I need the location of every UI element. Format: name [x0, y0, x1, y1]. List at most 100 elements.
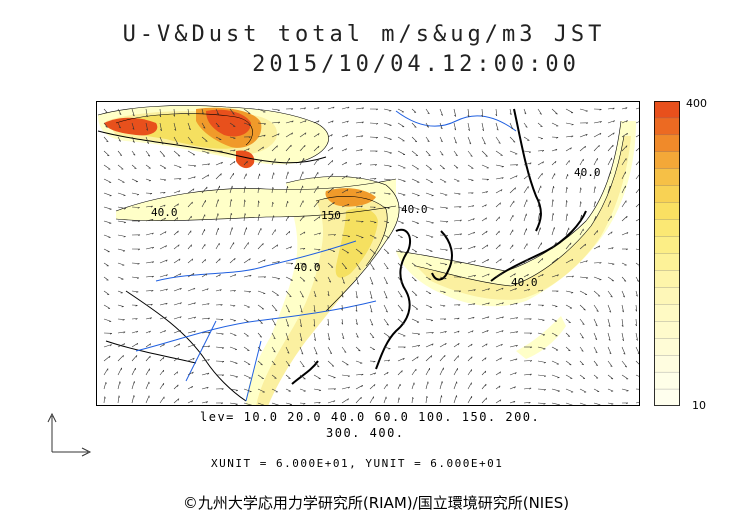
wind-arrow [537, 374, 546, 377]
wind-arrow [551, 258, 559, 264]
wind-arrow-head [585, 277, 589, 279]
wind-arrow [439, 395, 442, 404]
wind-arrow-head [136, 330, 139, 333]
wind-arrow-head [635, 324, 637, 327]
wind-arrow-head [118, 126, 121, 129]
wind-arrow-head [594, 201, 597, 204]
wind-arrow [243, 186, 246, 194]
wind-arrow-head [599, 132, 602, 135]
wind-arrow [271, 318, 277, 326]
wind-arrow [551, 199, 554, 208]
wind-arrow [495, 108, 498, 116]
wind-arrow [327, 187, 334, 194]
wind-arrow-head [529, 162, 532, 165]
wind-arrow [397, 122, 405, 128]
dust-map: 40.0 150 40.0 40.0 40.0 40.0 [96, 101, 640, 406]
wind-arrow-head [328, 280, 331, 283]
wind-arrow-head [277, 133, 280, 136]
wind-arrow [341, 189, 349, 194]
wind-arrow-head [541, 258, 544, 261]
wind-arrow-head [584, 243, 586, 247]
wind-arrow-head [542, 319, 545, 322]
wind-arrow [299, 402, 306, 404]
wind-arrow-head [314, 295, 317, 298]
wind-arrow [243, 108, 251, 114]
wind-arrow [579, 318, 585, 325]
wind-arrow-head [636, 338, 638, 341]
wind-arrow-head [136, 194, 139, 196]
wind-arrow [117, 234, 126, 237]
wind-arrow [173, 330, 181, 334]
wind-arrow-head [221, 319, 224, 321]
wind-arrow [509, 372, 517, 376]
wind-arrow [579, 260, 588, 264]
wind-arrow-head [163, 179, 167, 181]
wind-arrow [103, 164, 111, 170]
wind-arrow [327, 262, 334, 268]
wind-arrow-head [160, 129, 162, 131]
wind-arrow [607, 120, 615, 124]
wind-arrow-head [164, 316, 167, 319]
wind-arrow-head [373, 192, 376, 194]
wind-arrow [257, 374, 264, 379]
wind-arrow [537, 242, 542, 250]
wind-arrow [299, 388, 306, 392]
wind-arrow-head [194, 316, 197, 319]
wind-arrow-head [109, 355, 111, 359]
wind-arrow-head [374, 372, 377, 375]
wind-arrow [425, 290, 432, 294]
wind-arrow [271, 145, 278, 152]
wind-arrow-head [346, 175, 348, 178]
wind-arrow [145, 164, 151, 169]
wind-arrow [607, 171, 611, 180]
wind-arrow-head [119, 381, 121, 384]
wind-arrow-head [373, 361, 376, 363]
wind-arrow [313, 232, 321, 236]
wind-arrow [131, 164, 137, 169]
wind-arrow [313, 158, 319, 166]
wind-arrow-head [431, 208, 434, 210]
wind-arrow [257, 318, 263, 324]
wind-arrow-head [220, 304, 223, 306]
wind-arrow-head [179, 178, 182, 180]
wind-arrow [103, 355, 111, 362]
wind-arrow [285, 132, 293, 138]
colorbar-step [654, 321, 680, 339]
wind-arrow-head [173, 114, 175, 117]
wind-arrow-head [164, 231, 167, 234]
wind-arrow-head [635, 294, 638, 297]
wind-arrow [481, 288, 490, 292]
wind-arrow [257, 146, 264, 152]
wind-arrow-head [595, 324, 598, 327]
wind-arrow [593, 230, 598, 236]
wind-arrow [117, 206, 126, 209]
wind-arrow-head [332, 173, 334, 176]
wind-arrow [299, 248, 306, 250]
wind-arrow-head [344, 351, 347, 353]
wind-arrow [481, 383, 487, 390]
wind-arrow [537, 108, 542, 115]
wind-arrow-head [344, 267, 347, 270]
wind-arrow [117, 178, 125, 183]
wind-arrow [341, 219, 350, 222]
wind-arrow [579, 388, 587, 393]
wind-arrow [425, 367, 430, 376]
wind-arrow [117, 192, 126, 196]
wind-arrow-head [501, 302, 504, 305]
wind-arrow [621, 290, 625, 298]
wind-arrow [201, 317, 210, 320]
wind-arrow [593, 186, 596, 194]
wind-arrow-head [387, 371, 389, 375]
wind-arrow [369, 276, 374, 285]
wind-arrow-head [539, 199, 541, 202]
wind-arrow [257, 173, 260, 180]
wind-arrow [369, 262, 375, 270]
wind-arrow-head [290, 263, 294, 265]
wind-arrow-head [608, 338, 611, 341]
wind-arrow [411, 344, 420, 348]
wind-arrow-head [525, 126, 528, 128]
wind-arrow [607, 231, 613, 236]
wind-arrow [383, 150, 392, 154]
wind-arrow-head [414, 280, 417, 282]
wind-arrow [495, 357, 502, 362]
